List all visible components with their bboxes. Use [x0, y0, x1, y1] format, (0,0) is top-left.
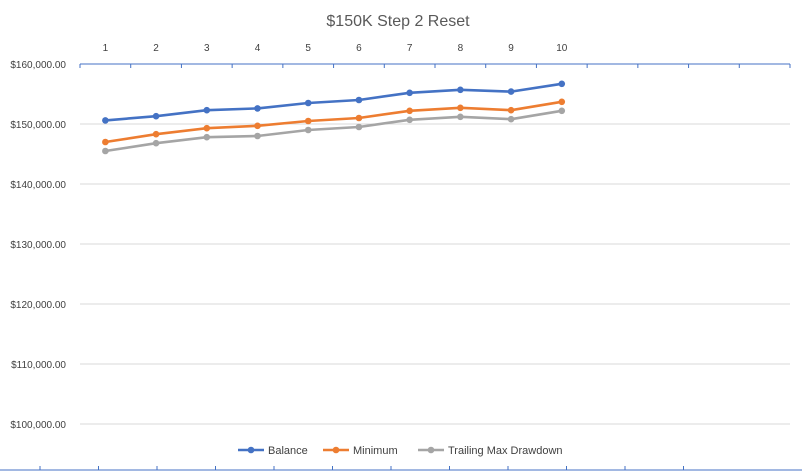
series-group: [102, 80, 566, 124]
x-tick-label: 9: [508, 43, 514, 54]
series-lines: [102, 80, 566, 155]
legend-swatch-marker: [332, 446, 340, 454]
legend-label: Minimum: [353, 445, 398, 457]
legend-swatch-marker: [427, 446, 435, 454]
data-point: [558, 80, 566, 88]
data-point: [254, 122, 261, 130]
data-point: [507, 88, 515, 95]
data-point: [254, 105, 261, 112]
legend-swatch-marker: [247, 446, 255, 454]
series-line: [105, 82, 562, 122]
gridlines: [80, 123, 790, 425]
data-point: [355, 114, 363, 122]
data-point: [152, 139, 160, 147]
data-point: [558, 107, 566, 115]
data-point: [304, 99, 312, 107]
series-line: [105, 109, 563, 153]
legend-item: Balance: [238, 445, 308, 457]
chart-title: $150K Step 2 Reset: [326, 13, 470, 30]
x-tick-label: 3: [204, 43, 210, 54]
data-point: [203, 106, 211, 114]
data-point: [558, 98, 566, 106]
data-point: [457, 113, 464, 121]
y-tick-label: $160,000.00: [10, 60, 66, 71]
data-point: [152, 130, 160, 138]
data-point: [457, 86, 464, 94]
y-tick-label: $120,000.00: [10, 300, 66, 311]
series-group: [102, 98, 566, 146]
data-point: [406, 89, 413, 97]
legend-label: Balance: [268, 445, 308, 457]
x-tick-label: 7: [407, 43, 413, 54]
y-tick-label: $110,000.00: [11, 360, 66, 371]
data-point: [203, 133, 211, 141]
data-point: [102, 147, 109, 155]
data-point: [457, 104, 464, 112]
data-point: [102, 138, 109, 146]
legend-label: Trailing Max Drawdown: [448, 445, 563, 457]
data-point: [507, 115, 515, 123]
data-point: [304, 126, 312, 134]
series-line: [105, 100, 563, 144]
legend: Balance Minimum Trailing Max Drawdown: [238, 445, 563, 457]
legend-item: Trailing Max Drawdown: [418, 445, 563, 457]
data-point: [254, 132, 261, 140]
data-point: [152, 112, 160, 120]
series-group: [102, 107, 566, 155]
x-tick-label: 5: [305, 43, 311, 54]
y-tick-label: $130,000.00: [10, 240, 66, 251]
data-point: [507, 106, 515, 114]
data-point: [355, 123, 363, 131]
x-axis: 1 2 3 4 5 6 7 8 9 10: [79, 43, 791, 68]
y-tick-label: $150,000.00: [10, 120, 66, 131]
data-point: [102, 117, 109, 124]
x-tick-label: 6: [356, 43, 362, 54]
x-tick-label: 4: [255, 43, 261, 54]
data-point: [355, 96, 363, 104]
legend-item: Minimum: [323, 445, 398, 457]
data-point: [203, 124, 211, 132]
x-tick-label: 1: [103, 43, 109, 54]
y-axis-tick-labels: $100,000.00 $110,000.00 $120,000.00 $130,00…: [10, 60, 66, 431]
x-tick-label: 10: [556, 43, 568, 54]
y-tick-label: $140,000.00: [10, 180, 66, 191]
bottom-frame-ticks: [39, 466, 684, 470]
data-point: [304, 117, 312, 125]
data-point: [406, 107, 413, 115]
data-point: [406, 116, 413, 124]
x-tick-label: 8: [458, 43, 464, 54]
x-tick-label: 2: [153, 43, 159, 54]
y-tick-label: $100,000.00: [10, 420, 66, 431]
